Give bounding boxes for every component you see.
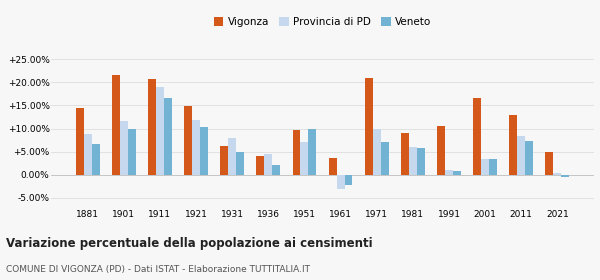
Bar [562,175,569,177]
Bar [184,106,192,175]
Bar [525,141,533,175]
Legend: Vigonza, Provincia di PD, Veneto: Vigonza, Provincia di PD, Veneto [210,13,435,31]
Bar [489,159,497,175]
Bar [120,121,128,175]
Bar [112,75,120,175]
Bar [156,87,164,175]
Bar [236,152,244,175]
Bar [365,78,373,175]
Bar [308,129,316,175]
Bar [329,158,337,175]
Bar [401,133,409,175]
Bar [445,170,453,175]
Bar [92,144,100,175]
Bar [409,147,417,175]
Bar [301,141,308,175]
Bar [481,159,489,175]
Bar [272,165,280,175]
Bar [164,99,172,175]
Bar [220,146,228,175]
Bar [265,154,272,175]
Bar [473,99,481,175]
Bar [128,129,136,175]
Text: Variazione percentuale della popolazione ai censimenti: Variazione percentuale della popolazione… [6,237,373,249]
Bar [192,120,200,175]
Bar [517,136,525,175]
Bar [417,148,425,175]
Bar [83,134,92,175]
Bar [373,129,380,175]
Bar [76,108,83,175]
Bar [256,156,265,175]
Bar [545,152,553,175]
Bar [437,126,445,175]
Bar [228,138,236,175]
Bar [553,173,562,175]
Text: COMUNE DI VIGONZA (PD) - Dati ISTAT - Elaborazione TUTTITALIA.IT: COMUNE DI VIGONZA (PD) - Dati ISTAT - El… [6,265,310,274]
Bar [200,127,208,175]
Bar [509,115,517,175]
Bar [453,171,461,175]
Bar [293,130,301,175]
Bar [337,175,344,189]
Bar [344,175,352,185]
Bar [148,79,156,175]
Bar [380,141,389,175]
